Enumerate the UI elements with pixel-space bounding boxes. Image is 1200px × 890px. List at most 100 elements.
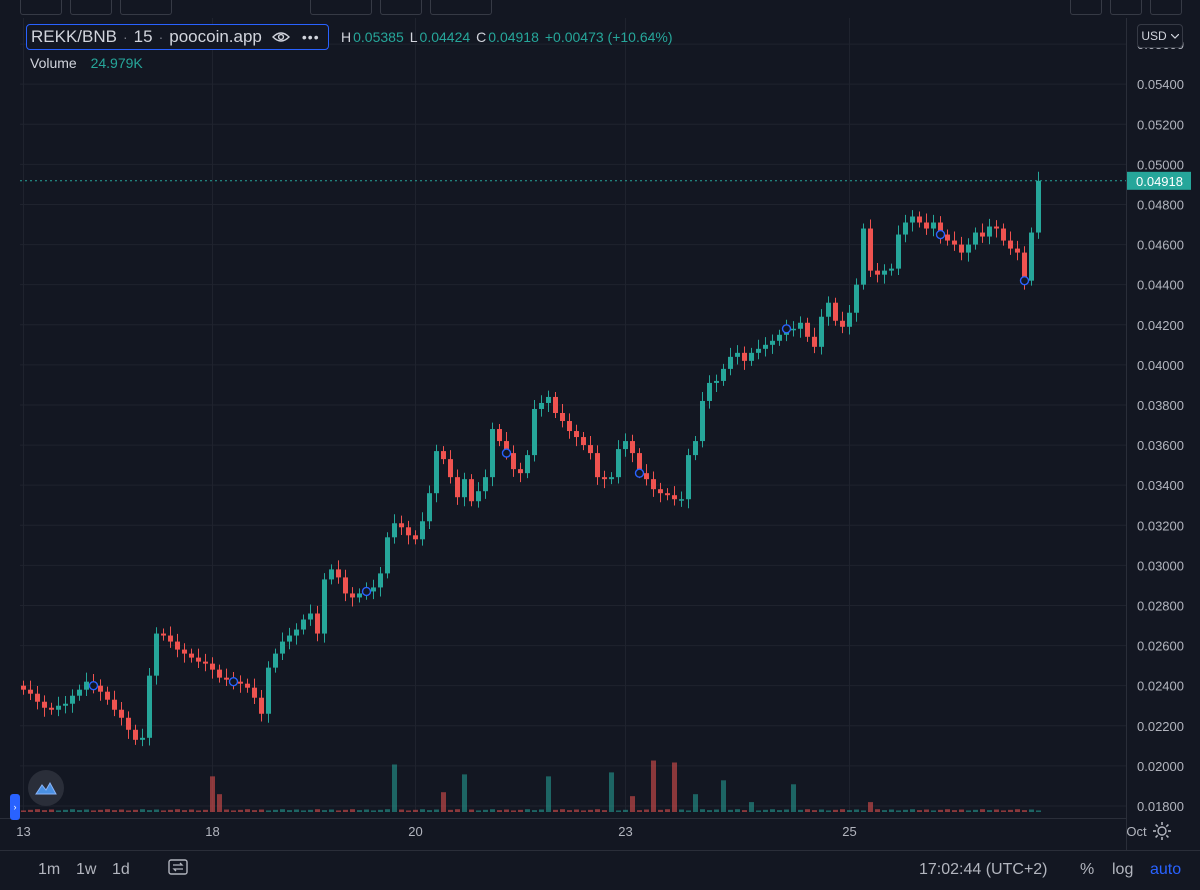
toolbar-button[interactable] <box>380 0 422 15</box>
candle-body <box>469 479 474 502</box>
last-price-badge <box>1127 171 1191 190</box>
candle-body <box>798 322 803 329</box>
logo-icon[interactable] <box>28 770 64 806</box>
candle-body <box>917 216 922 223</box>
symbol-name[interactable]: REKK/BNB <box>31 27 117 46</box>
y-tick-label: 0.01800 <box>1137 799 1184 814</box>
volume-bar <box>63 809 68 812</box>
toolbar-button[interactable] <box>430 0 492 15</box>
range-1w[interactable]: 1w <box>76 861 97 878</box>
chevron-down-icon <box>1170 33 1179 39</box>
candle-body <box>350 593 355 598</box>
symbol-legend[interactable]: REKK/BNB · 15 · poocoin.app ••• <box>26 24 329 50</box>
volume-bar <box>1015 809 1020 812</box>
snapshot-button[interactable] <box>1150 0 1182 15</box>
candle-body <box>777 334 782 341</box>
x-tick-label: Oct <box>1126 824 1147 839</box>
volume-bar <box>301 810 306 812</box>
y-tick-label: 0.04600 <box>1137 238 1184 253</box>
y-tick-label: 0.02800 <box>1137 598 1184 613</box>
candle-body <box>154 633 159 676</box>
volume-bar <box>749 802 754 812</box>
toolbar-button[interactable] <box>70 0 112 15</box>
volume-bar <box>504 809 509 812</box>
volume-bar <box>805 809 810 812</box>
candle-body <box>931 222 936 229</box>
candle-body <box>336 569 341 578</box>
toolbar-button[interactable] <box>310 0 372 15</box>
volume-bar <box>966 810 971 812</box>
candle-body <box>868 228 873 271</box>
settings-gear-icon[interactable] <box>1152 821 1172 841</box>
volume-bar <box>294 809 299 812</box>
volume-bar <box>245 809 250 812</box>
candle-body <box>546 396 551 403</box>
candle-body <box>938 222 943 235</box>
toolbar-button[interactable] <box>120 0 172 15</box>
toolbar-button[interactable] <box>20 0 62 15</box>
candle-body <box>693 441 698 456</box>
volume-bar <box>882 810 887 812</box>
candle-body <box>343 577 348 594</box>
candle-body <box>490 429 495 478</box>
auto-toggle[interactable]: auto <box>1150 861 1182 878</box>
candle-body <box>791 328 796 331</box>
volume-bar <box>770 809 775 812</box>
volume-bar <box>980 809 985 812</box>
y-tick-label: 0.03200 <box>1137 518 1184 533</box>
candle-body <box>952 240 957 245</box>
log-toggle[interactable]: log <box>1112 861 1134 878</box>
candle-body <box>644 473 649 480</box>
compare-icon[interactable] <box>168 858 188 876</box>
volume-bar <box>742 810 747 812</box>
timezone-clock[interactable]: 17:02:44 (UTC+2) <box>919 861 1048 878</box>
volume-legend[interactable]: Volume 24.979K <box>30 55 143 71</box>
volume-bar <box>98 809 103 812</box>
volume-bar <box>70 809 75 812</box>
candle-body <box>427 493 432 522</box>
event-marker <box>781 324 792 334</box>
candle-body <box>875 270 880 275</box>
candle-body <box>1015 248 1020 253</box>
event-marker <box>361 586 372 597</box>
percent-toggle[interactable]: % <box>1080 861 1095 878</box>
fullscreen-button[interactable] <box>1110 0 1142 15</box>
volume-label: Volume <box>30 55 77 71</box>
candle-body <box>896 234 901 269</box>
candle-body <box>476 491 481 502</box>
volume-bar <box>420 809 425 812</box>
candle-body <box>742 352 747 361</box>
more-icon[interactable]: ••• <box>301 29 320 45</box>
candle-body <box>511 453 516 470</box>
candle-body <box>616 449 621 478</box>
candle-body <box>1001 228 1006 241</box>
volume-bar <box>119 809 124 812</box>
volume-bar <box>238 809 243 812</box>
range-1d[interactable]: 1d <box>112 861 130 878</box>
settings-button[interactable] <box>1070 0 1102 15</box>
interval-label[interactable]: 15 <box>133 27 153 46</box>
sidebar-toggle[interactable]: › <box>10 794 20 820</box>
candle-body <box>525 455 530 474</box>
volume-bar <box>616 810 621 812</box>
volume-bar <box>49 809 54 812</box>
volume-bar <box>826 810 831 812</box>
volume-bar <box>105 809 110 812</box>
range-1m[interactable]: 1m <box>38 861 61 878</box>
price-chart[interactable]: 0.056000.054000.052000.050000.048000.046… <box>0 0 1200 850</box>
volume-bar <box>28 809 33 812</box>
volume-bar <box>735 809 740 812</box>
eye-icon[interactable] <box>271 31 290 43</box>
volume-bar <box>714 809 719 812</box>
high-value: 0.05385 <box>353 29 404 45</box>
candle-body <box>966 244 971 253</box>
y-tick-label: 0.03600 <box>1137 438 1184 453</box>
currency-select[interactable]: USD <box>1137 24 1183 48</box>
volume-bar <box>413 809 418 812</box>
candle-body <box>315 613 320 634</box>
candle-body <box>259 697 264 714</box>
candle-body <box>637 453 642 474</box>
volume-bar <box>707 810 712 812</box>
candle-body <box>623 441 628 450</box>
candle-body <box>595 453 600 478</box>
